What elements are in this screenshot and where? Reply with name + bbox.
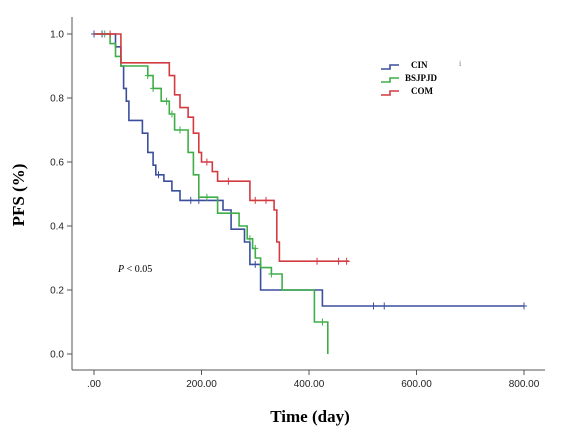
censor-mark-com — [225, 177, 232, 185]
x-tick-label: .00 — [87, 379, 101, 390]
censor-mark-com — [203, 158, 210, 166]
x-tick-label: 600.00 — [401, 379, 432, 390]
p-value-text: < 0.05 — [124, 264, 152, 275]
censor-mark-com — [335, 257, 342, 265]
y-tick-label: 0.8 — [50, 94, 64, 105]
legend-item-com: COM — [381, 86, 434, 96]
legend-item-bsjpjd: BSJPJD — [381, 73, 438, 83]
legend-label-bsjpjd: BSJPJD — [405, 73, 438, 83]
censor-mark-bsjpjd — [144, 72, 151, 80]
x-axis-title: Time (day) — [270, 407, 350, 426]
legend: CIN BSJPJD COM — [381, 60, 438, 96]
legend-label-cin: CIN — [411, 60, 428, 70]
p-value-symbol: P — [117, 264, 124, 275]
y-tick-label: 0.2 — [50, 286, 64, 297]
censor-mark-cin — [252, 260, 259, 268]
x-tick-label: 800.00 — [509, 379, 540, 390]
censor-mark-bsjpjd — [163, 97, 170, 105]
censor-mark-com — [107, 30, 114, 38]
series-layer — [91, 30, 527, 354]
legend-swatch-bsjpjd — [381, 77, 399, 83]
censor-mark-com — [314, 257, 321, 265]
x-ticks: .00 200.00 400.00 600.00 800.00 — [87, 370, 540, 390]
censor-mark-cin — [195, 196, 202, 204]
y-tick-label: 0.6 — [50, 158, 64, 169]
censor-mark-com — [263, 196, 269, 204]
x-tick-label: 400.00 — [294, 379, 325, 390]
legend-swatch-cin — [381, 64, 399, 70]
censor-mark-cin — [187, 196, 194, 204]
censor-mark-bsjpjd — [319, 318, 326, 326]
censor-mark-bsjpjd — [252, 244, 259, 252]
censor-mark-bsjpjd — [203, 193, 210, 201]
y-tick-label: 0.4 — [50, 222, 64, 233]
censor-mark-com — [252, 196, 259, 204]
censor-mark-bsjpjd — [246, 235, 253, 243]
censor-mark-bsjpjd — [268, 270, 275, 278]
survival-curve-cin — [94, 33, 524, 307]
series-cin — [91, 30, 527, 310]
y-axis-title: PFS (%) — [9, 164, 28, 227]
series-com — [94, 30, 350, 265]
legend-swatch-com — [381, 90, 399, 96]
y-ticks: 0.0 0.2 0.4 0.6 0.8 1.0 — [50, 30, 72, 361]
censor-mark-cin — [370, 302, 377, 310]
y-tick-label: 1.0 — [50, 30, 64, 41]
censor-mark-bsjpjd — [177, 126, 183, 134]
censor-mark-bsjpjd — [168, 110, 175, 118]
series-bsjpjd — [94, 30, 329, 354]
censor-mark-cin — [155, 171, 162, 179]
legend-item-cin: CIN — [381, 60, 428, 70]
x-tick-label: 200.00 — [186, 379, 217, 390]
survival-curve-com — [94, 33, 350, 262]
censor-mark-bsjpjd — [150, 84, 157, 92]
stray-mark: i — [459, 59, 462, 68]
censor-mark-cin — [381, 302, 388, 310]
censor-mark-cin — [521, 302, 527, 310]
y-tick-label: 0.0 — [50, 350, 64, 361]
legend-label-com: COM — [411, 86, 434, 96]
censor-mark-com — [343, 257, 350, 265]
p-value-annotation: P < 0.05 — [117, 264, 152, 275]
